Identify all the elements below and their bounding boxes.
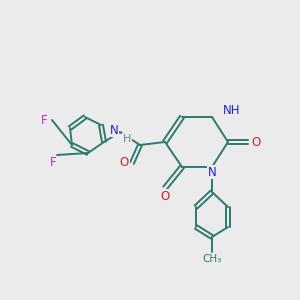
- Text: N: N: [208, 166, 216, 178]
- Text: F: F: [50, 157, 56, 169]
- Text: O: O: [119, 157, 129, 169]
- Text: NH: NH: [223, 103, 241, 116]
- Text: H: H: [123, 134, 131, 144]
- Text: O: O: [251, 136, 261, 148]
- Text: CH₃: CH₃: [202, 254, 222, 264]
- Text: N: N: [110, 124, 118, 136]
- Text: O: O: [160, 190, 169, 202]
- Text: F: F: [41, 113, 47, 127]
